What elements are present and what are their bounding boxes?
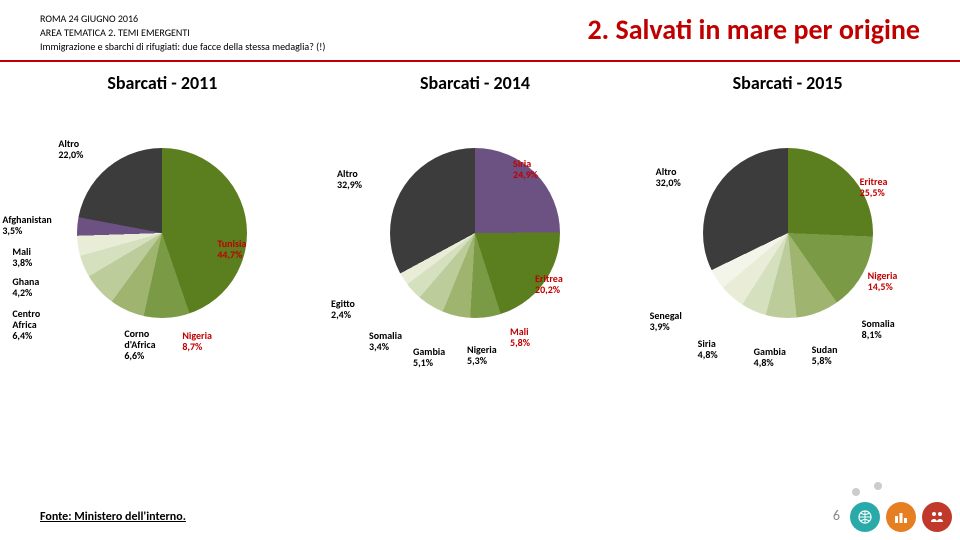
chart-2011: Sbarcati - 2011 Tunisia44,7% Nigeria8,7% C… [10, 72, 315, 388]
slice-label: Egitto2,4% [331, 298, 355, 320]
slice-label: Mali5,8% [510, 326, 530, 348]
slice-label: Somalia3,4% [369, 330, 402, 352]
bars-icon [886, 502, 916, 532]
slice-label: Eritrea25,5% [860, 176, 888, 198]
slice-label: Sudan5,8% [812, 344, 838, 366]
slice-label: Senegal3,9% [650, 310, 682, 332]
slice-label: Cornod'Africa6,6% [124, 328, 155, 361]
charts-row: Sbarcati - 2011 Tunisia44,7% Nigeria8,7% C… [0, 62, 960, 388]
globe-icon [850, 502, 880, 532]
slice-label: CentroAfrica6,4% [12, 308, 40, 341]
slice-label: Afghanistan3,5% [2, 214, 51, 236]
slice-label: Siria24,9% [513, 158, 538, 180]
footer-deco [850, 502, 952, 532]
slide-header: ROMA 24 GIUGNO 2016 AREA TEMATICA 2. TEM… [0, 0, 960, 62]
chart-title: Sbarcati - 2011 [107, 72, 217, 94]
slice-label: Mali3,8% [12, 246, 32, 268]
people-icon [922, 502, 952, 532]
chart-2014: Sbarcati - 2014 Siria24,9% Eritrea20,2% Ma… [323, 72, 628, 388]
slice-label: Eritrea20,2% [535, 273, 563, 295]
slice-label: Nigeria5,3% [467, 344, 497, 366]
header-subtitle: Immigrazione e sbarchi di rifugiati: due… [40, 40, 325, 54]
pie-chart [77, 148, 247, 318]
pie-chart [703, 148, 873, 318]
pie-wrap: Tunisia44,7% Nigeria8,7% Cornod'Africa6,6%… [12, 98, 312, 388]
slice-label: Gambia5,1% [413, 346, 445, 368]
dot-icon [852, 488, 860, 496]
slice-label: Altro32,9% [337, 168, 362, 190]
slice-label: Tunisia44,7% [217, 238, 246, 260]
source-footnote: Fonte: Ministero dell'interno. [40, 510, 186, 524]
chart-title: Sbarcati - 2015 [733, 72, 843, 94]
header-date: ROMA 24 GIUGNO 2016 [40, 12, 325, 26]
header-area: AREA TEMATICA 2. TEMI EMERGENTI [40, 26, 325, 40]
slice-label: Nigeria8,7% [182, 330, 212, 352]
slice-label: Gambia4,8% [754, 346, 786, 368]
slice-label: Nigeria14,5% [868, 270, 898, 292]
slice-label: Ghana4,2% [12, 276, 39, 298]
slice-label: Siria4,8% [698, 338, 718, 360]
header-meta: ROMA 24 GIUGNO 2016 AREA TEMATICA 2. TEM… [40, 12, 325, 54]
dot-icon [874, 482, 882, 490]
slice-label: Altro22,0% [58, 138, 83, 160]
slice-label: Altro32,0% [656, 166, 681, 188]
slide-title: 2. Salvati in mare per origine [587, 12, 920, 47]
chart-2015: Sbarcati - 2015 Eritrea25,5% Nigeria14,5%… [635, 72, 940, 388]
slice-label: Somalia8,1% [862, 318, 895, 340]
page-number: 6 [833, 507, 840, 524]
chart-title: Sbarcati - 2014 [420, 72, 530, 94]
pie-wrap: Siria24,9% Eritrea20,2% Mali5,8% Nigeria5,3… [325, 98, 625, 388]
pie-wrap: Eritrea25,5% Nigeria14,5% Somalia8,1% Sudan… [638, 98, 938, 388]
